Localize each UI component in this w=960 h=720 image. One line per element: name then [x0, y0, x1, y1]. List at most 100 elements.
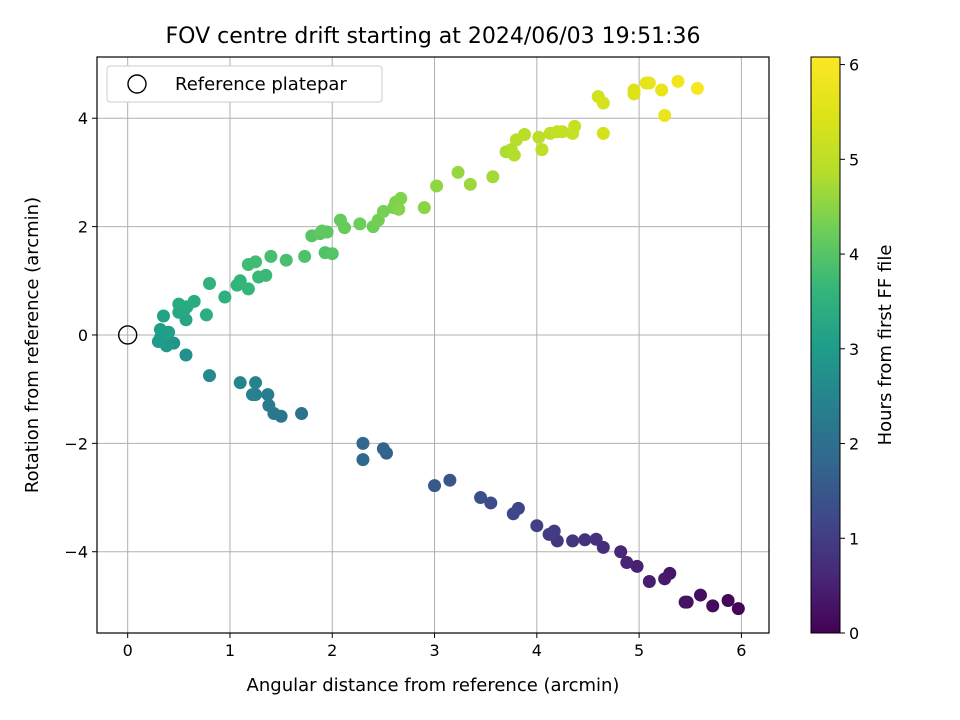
data-point — [506, 507, 520, 521]
legend: Reference platepar — [106, 65, 383, 103]
data-point — [430, 179, 444, 193]
plot-frame — [96, 56, 770, 634]
colorbar-tick-label: 3 — [849, 340, 859, 359]
data-point — [199, 308, 213, 322]
data-point — [315, 224, 329, 238]
data-point — [596, 126, 610, 140]
data-point — [507, 148, 521, 162]
data-point — [658, 109, 672, 123]
data-point — [179, 348, 193, 362]
colorbar: 0 1 2 3 4 5 6 Hours from first FF file — [810, 56, 896, 643]
data-point — [298, 249, 312, 263]
grid — [97, 57, 769, 633]
colorbar-tick-label: 2 — [849, 435, 859, 454]
y-tick-label: 4 — [78, 109, 88, 128]
data-point — [451, 165, 465, 179]
data-point — [568, 119, 582, 133]
data-point — [542, 527, 556, 541]
data-point — [566, 534, 580, 548]
data-point — [203, 276, 217, 290]
data-point — [671, 74, 685, 88]
x-axis-label: Angular distance from reference (arcmin) — [247, 675, 620, 696]
legend-box — [106, 65, 383, 103]
data-point — [249, 376, 263, 390]
data-point — [259, 268, 273, 282]
data-point — [690, 81, 704, 95]
data-point — [295, 407, 309, 421]
data-point — [356, 436, 370, 450]
data-points — [151, 74, 745, 616]
data-point — [417, 201, 431, 215]
y-axis-label: Rotation from reference (arcmin) — [22, 197, 43, 493]
colorbar-gradient — [810, 56, 841, 634]
y-tick-label: 0 — [78, 326, 88, 345]
chart-title: FOV centre drift starting at 2024/06/03 … — [166, 24, 701, 49]
data-point — [589, 532, 603, 546]
colorbar-tick-label: 0 — [849, 624, 859, 643]
data-point — [338, 221, 352, 235]
data-point — [463, 177, 477, 191]
data-point — [731, 602, 745, 616]
data-point — [261, 388, 275, 402]
data-point — [249, 255, 263, 269]
data-point — [530, 519, 544, 533]
data-point — [172, 297, 186, 311]
data-point — [428, 479, 442, 493]
data-point — [279, 253, 293, 267]
data-point — [706, 599, 720, 613]
data-point — [203, 369, 217, 383]
data-point — [262, 398, 276, 412]
x-tick-label: 6 — [736, 641, 746, 660]
x-axis: 0 1 2 3 4 5 6 — [123, 633, 746, 660]
y-axis: −4 −2 0 2 4 — [64, 109, 97, 562]
colorbar-tick-label: 5 — [849, 150, 859, 169]
colorbar-tick-label: 1 — [849, 529, 859, 548]
data-point — [578, 533, 592, 547]
legend-marker-open-circle — [127, 74, 147, 94]
data-point — [614, 545, 628, 559]
x-tick-label: 2 — [327, 641, 337, 660]
data-point — [678, 595, 692, 609]
data-point — [233, 376, 247, 390]
data-point — [518, 127, 532, 141]
data-point — [620, 556, 634, 570]
colorbar-label: Hours from first FF file — [875, 245, 896, 446]
data-point — [353, 217, 367, 231]
data-point — [596, 96, 610, 110]
data-point — [325, 247, 339, 261]
data-point — [356, 453, 370, 467]
data-point — [376, 204, 390, 218]
data-point — [162, 325, 176, 339]
data-point — [721, 593, 735, 607]
x-tick-label: 5 — [634, 641, 644, 660]
x-tick-label: 4 — [532, 641, 542, 660]
data-point — [245, 388, 259, 402]
data-point — [484, 496, 498, 510]
data-point — [156, 309, 170, 323]
data-point — [233, 274, 247, 288]
data-point — [264, 249, 278, 263]
colorbar-tick-label: 4 — [849, 245, 859, 264]
data-point — [394, 191, 408, 205]
data-point — [392, 202, 406, 216]
data-point — [655, 83, 669, 97]
data-point — [658, 572, 672, 586]
data-point — [486, 170, 500, 184]
data-point — [443, 473, 457, 487]
data-point — [642, 76, 656, 90]
y-tick-label: −2 — [64, 434, 88, 453]
data-point — [693, 588, 707, 602]
colorbar-ticks: 0 1 2 3 4 5 6 — [840, 56, 859, 643]
data-point — [630, 559, 644, 573]
x-tick-label: 3 — [429, 641, 439, 660]
y-tick-label: −4 — [64, 543, 88, 562]
data-point — [218, 290, 232, 304]
x-tick-label: 1 — [225, 641, 235, 660]
data-point — [241, 282, 255, 296]
data-point — [627, 83, 641, 97]
reference-marker — [117, 325, 138, 345]
data-point — [376, 442, 390, 456]
data-point — [555, 125, 569, 139]
